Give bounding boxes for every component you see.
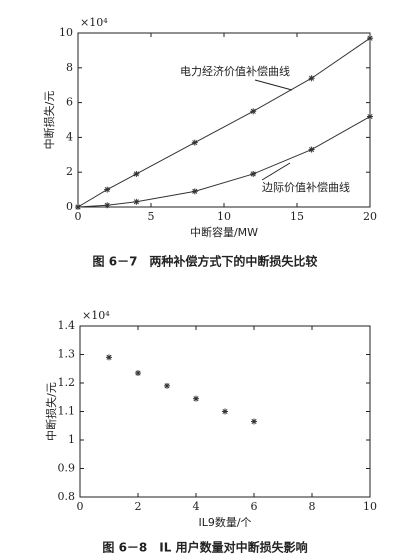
data-point	[193, 395, 199, 402]
y-tick-label: 2	[66, 165, 73, 178]
y-tick-label: 1	[68, 433, 75, 446]
data-point	[106, 354, 112, 361]
data-point	[164, 382, 170, 389]
marker-stroke	[75, 204, 81, 210]
data-point	[135, 370, 141, 377]
x-tick-label: 10	[363, 500, 377, 513]
data-point	[367, 113, 373, 120]
marker-stroke	[104, 202, 110, 208]
y-axis-label: 中断损失/元	[42, 91, 56, 150]
data-point	[250, 108, 257, 115]
marker-stroke	[250, 171, 256, 177]
y-axis-label: 中断损失/元	[44, 382, 58, 441]
marker-stroke	[104, 187, 110, 193]
marker-stroke	[250, 108, 256, 114]
y-tick-label: 0.8	[58, 490, 76, 503]
data-point	[191, 139, 198, 146]
x-tick-label: 0	[77, 500, 84, 513]
marker-stroke	[135, 370, 141, 376]
marker-stroke	[192, 188, 198, 194]
x-axis-label: IL9数量/个	[198, 516, 251, 529]
data-point	[250, 170, 257, 177]
marker-stroke	[133, 171, 139, 177]
data-point	[308, 146, 315, 153]
data-point	[251, 418, 257, 425]
data-point	[75, 204, 81, 210]
x-tick-label: 2	[135, 500, 142, 513]
x-tick-label: 8	[309, 500, 316, 513]
y-tick-label: 1.2	[58, 376, 76, 389]
caption: 图 6－8 IL 用户数量对中断损失影响	[102, 540, 307, 555]
marker-stroke	[106, 354, 112, 360]
x-tick-label: 4	[193, 500, 200, 513]
marker-stroke	[192, 140, 198, 146]
marker-stroke	[309, 75, 315, 81]
x-tick-label: 15	[290, 210, 304, 223]
marker-stroke	[309, 147, 315, 153]
series-label: 边际价值补偿曲线	[262, 180, 350, 194]
x-tick-label: 6	[251, 500, 258, 513]
y-tick-label: 8	[66, 61, 73, 74]
label-arrow	[254, 79, 293, 91]
x-axis-label: 中断容量/MW	[190, 225, 258, 239]
data-point	[308, 75, 315, 82]
data-point	[191, 188, 198, 195]
y-tick-label: 1.4	[58, 319, 76, 332]
label-arrow	[261, 162, 291, 181]
data-point	[133, 170, 140, 177]
axis-multiplier: ×10⁴	[82, 309, 110, 322]
series-label: 电力经济价值补偿曲线	[180, 64, 290, 78]
marker-stroke	[164, 383, 170, 389]
axis-multiplier: ×10⁴	[80, 16, 108, 29]
y-tick-label: 10	[59, 26, 73, 39]
marker-stroke	[133, 199, 139, 205]
marker-stroke	[367, 113, 373, 120]
x-tick-label: 20	[363, 210, 377, 223]
y-tick-label: 4	[66, 130, 73, 143]
marker-stroke	[251, 418, 257, 425]
data-point	[222, 408, 228, 415]
data-point	[104, 202, 111, 209]
marker-stroke	[193, 396, 199, 402]
x-tick-label: 10	[217, 210, 231, 223]
y-tick-label: 1.3	[58, 348, 76, 361]
data-point	[133, 198, 140, 205]
marker-stroke	[367, 35, 373, 41]
marker-stroke	[222, 408, 228, 415]
y-tick-label: 1.1	[58, 405, 76, 418]
y-tick-label: 0	[66, 200, 73, 213]
data-point	[367, 35, 373, 42]
x-tick-label: 5	[148, 210, 155, 223]
x-tick-label: 0	[75, 210, 82, 223]
data-point	[104, 186, 111, 193]
y-tick-label: 6	[66, 96, 73, 109]
y-tick-label: 0.9	[58, 462, 76, 475]
caption: 图 6－7 两种补偿方式下的中断损失比较	[93, 254, 318, 269]
